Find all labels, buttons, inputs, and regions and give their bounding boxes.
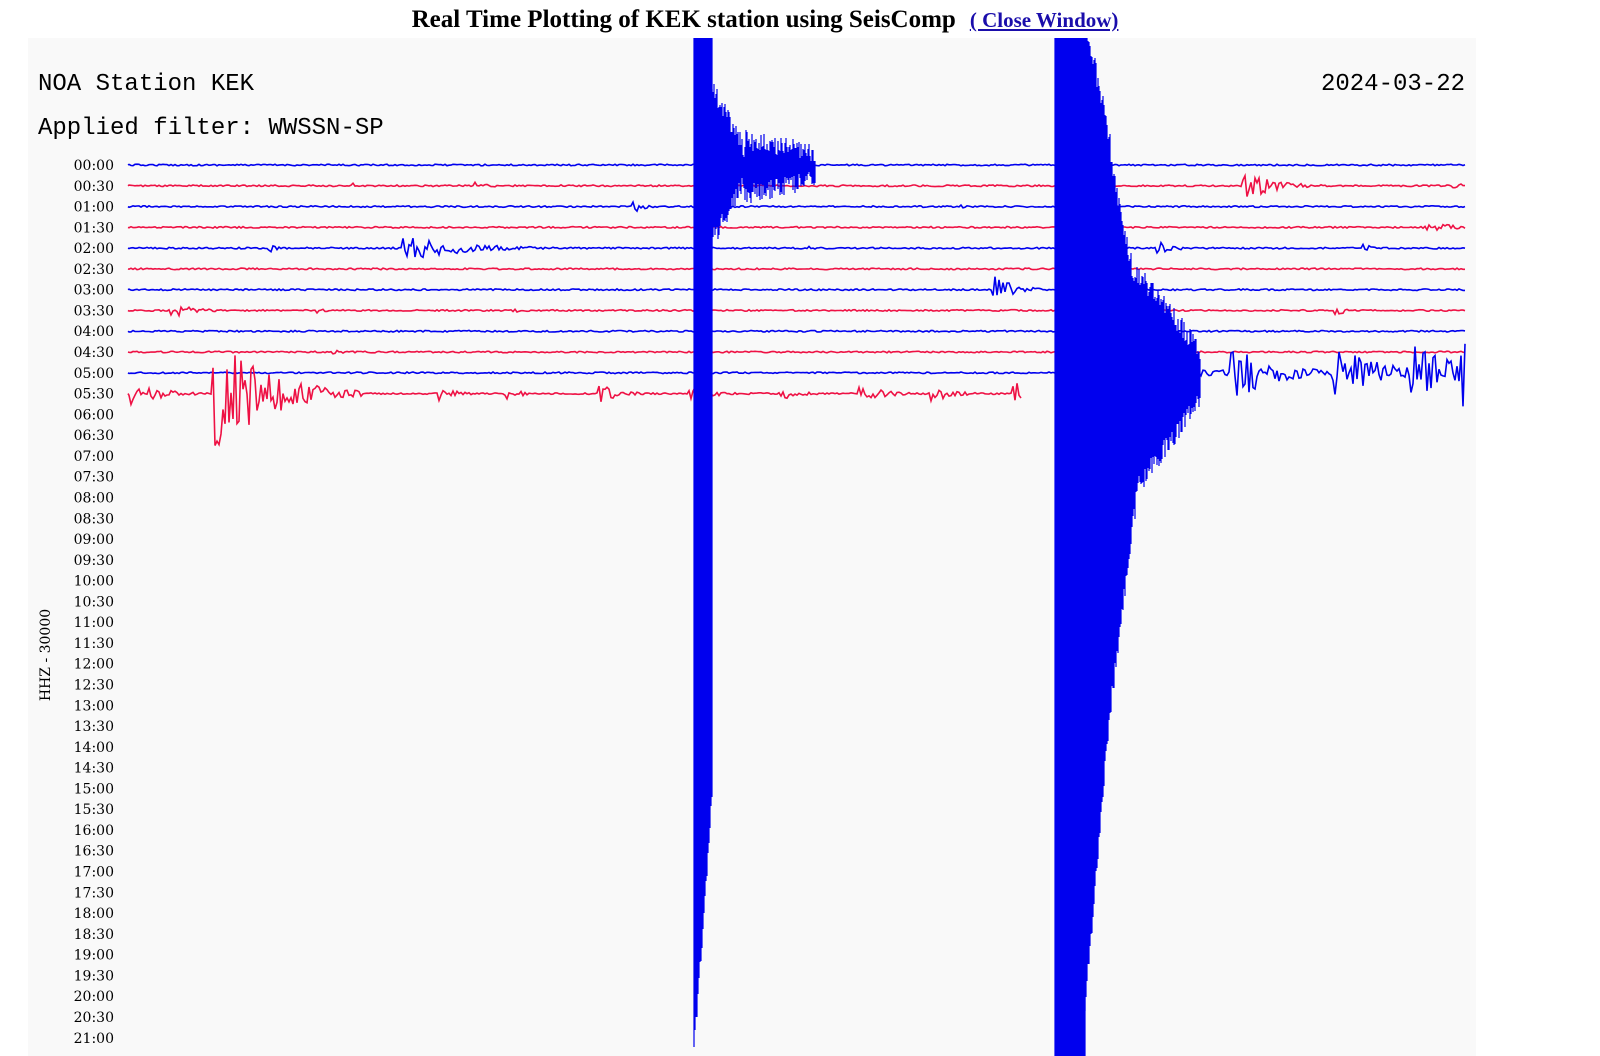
time-label: 00:00 [74,158,114,174]
time-label: 01:00 [74,200,114,216]
seismic-trace [127,237,1466,260]
time-label: 20:30 [74,1010,114,1026]
time-label: 04:30 [74,345,114,361]
time-label: 18:00 [74,906,114,922]
time-label: 08:00 [74,490,114,506]
seismic-trace [127,343,1466,407]
time-label: 20:00 [74,989,114,1005]
time-label: 17:30 [74,885,114,901]
time-label: 19:00 [74,948,114,964]
seismic-trace [127,276,1465,296]
time-label: 00:30 [74,179,114,195]
channel-label: HHZ - 30000 [38,609,54,701]
time-label: 05:30 [74,387,114,403]
time-label: 11:30 [74,636,114,652]
seismic-trace [127,199,1466,213]
seismic-trace [127,355,1022,447]
seismic-burst [711,84,746,248]
seismic-trace [127,223,1466,232]
time-label: 13:00 [74,698,114,714]
seismic-burst [1054,38,1086,1056]
time-label: 12:30 [74,678,114,694]
seismic-burst [1109,162,1136,713]
time-label: 19:30 [74,968,114,984]
time-label: 21:00 [74,1031,114,1047]
time-label: 17:00 [74,865,114,881]
time-label: 10:30 [74,594,114,610]
page-title: Real Time Plotting of KEK station using … [411,6,956,33]
time-label: 07:30 [74,470,114,486]
seismic-trace [127,329,1466,333]
time-label: 14:30 [74,761,114,777]
time-label: 13:30 [74,719,114,735]
seismic-burst [1084,38,1111,1011]
station-name: NOA Station KEK [38,71,255,98]
time-label: 18:30 [74,927,114,943]
time-label: 01:30 [74,220,114,236]
time-label: 09:30 [74,553,114,569]
date: 2024-03-22 [1321,71,1465,98]
time-label: 15:30 [74,802,114,818]
time-label: 04:00 [74,324,114,340]
time-label: 11:00 [74,615,114,631]
time-label: 10:00 [74,574,114,590]
seismic-burst [744,130,816,203]
time-label: 06:00 [74,407,114,423]
time-label: 02:30 [74,262,114,278]
seismic-burst [693,38,713,1047]
time-label: 16:00 [74,823,114,839]
seismic-trace [127,267,1465,271]
time-label: 05:00 [74,366,114,382]
time-label: 06:30 [74,428,114,444]
time-label: 14:00 [74,740,114,756]
time-label: 08:30 [74,511,114,527]
filter: Applied filter: WWSSN-SP [38,115,384,142]
time-label: 07:00 [74,449,114,465]
header: Real Time Plotting of KEK station using … [0,6,1530,34]
seismic-trace [127,305,1466,318]
time-label: 02:00 [74,241,114,257]
time-label: 03:30 [74,303,114,319]
time-label: 16:30 [74,844,114,860]
close-window-link[interactable]: ( Close Window) [969,8,1119,32]
time-label: 12:00 [74,657,114,673]
seismic-trace [127,349,1466,355]
time-label: 15:00 [74,781,114,797]
seismic-burst [1134,267,1201,492]
time-label: 09:00 [74,532,114,548]
time-label: 03:00 [74,283,114,299]
